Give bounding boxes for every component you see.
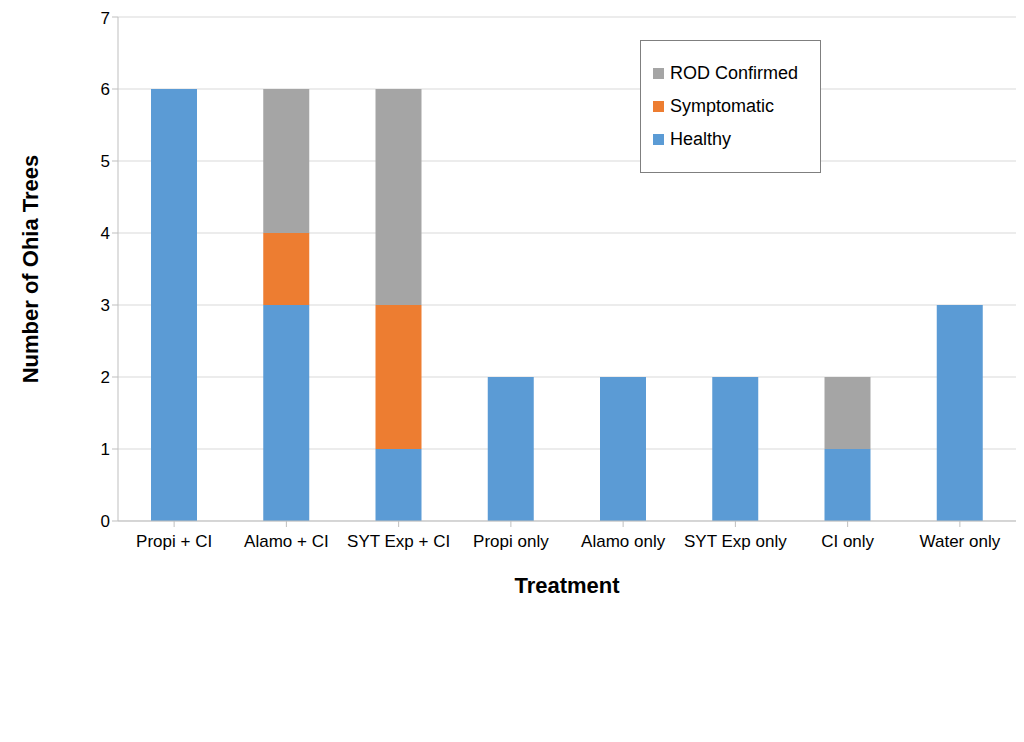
svg-text:Propi only: Propi only — [473, 532, 549, 551]
svg-text:SYT Exp + CI: SYT Exp + CI — [347, 532, 450, 551]
svg-text:4: 4 — [101, 224, 110, 243]
svg-text:Alamo only: Alamo only — [581, 532, 666, 551]
svg-text:Number of Ohia Trees: Number of Ohia Trees — [18, 155, 43, 384]
svg-text:Alamo + CI: Alamo + CI — [244, 532, 329, 551]
svg-text:Treatment: Treatment — [514, 573, 620, 598]
svg-text:6: 6 — [101, 80, 110, 99]
html-text:ROD Confirmed: ROD Confirmed — [670, 63, 798, 83]
svg-text:CI only: CI only — [821, 532, 874, 551]
svg-text:7: 7 — [101, 9, 110, 28]
svg-text:5: 5 — [101, 152, 110, 171]
svg-text:1: 1 — [101, 440, 110, 459]
svg-text:Water only: Water only — [920, 532, 1001, 551]
html-text:Symptomatic: Symptomatic — [670, 96, 774, 116]
svg-text:3: 3 — [101, 296, 110, 315]
svg-text:SYT Exp only: SYT Exp only — [684, 532, 787, 551]
html-text:Healthy: Healthy — [670, 129, 731, 149]
svg-text:0: 0 — [101, 512, 110, 531]
svg-text:2: 2 — [101, 368, 110, 387]
svg-text:Propi + CI: Propi + CI — [136, 532, 212, 551]
